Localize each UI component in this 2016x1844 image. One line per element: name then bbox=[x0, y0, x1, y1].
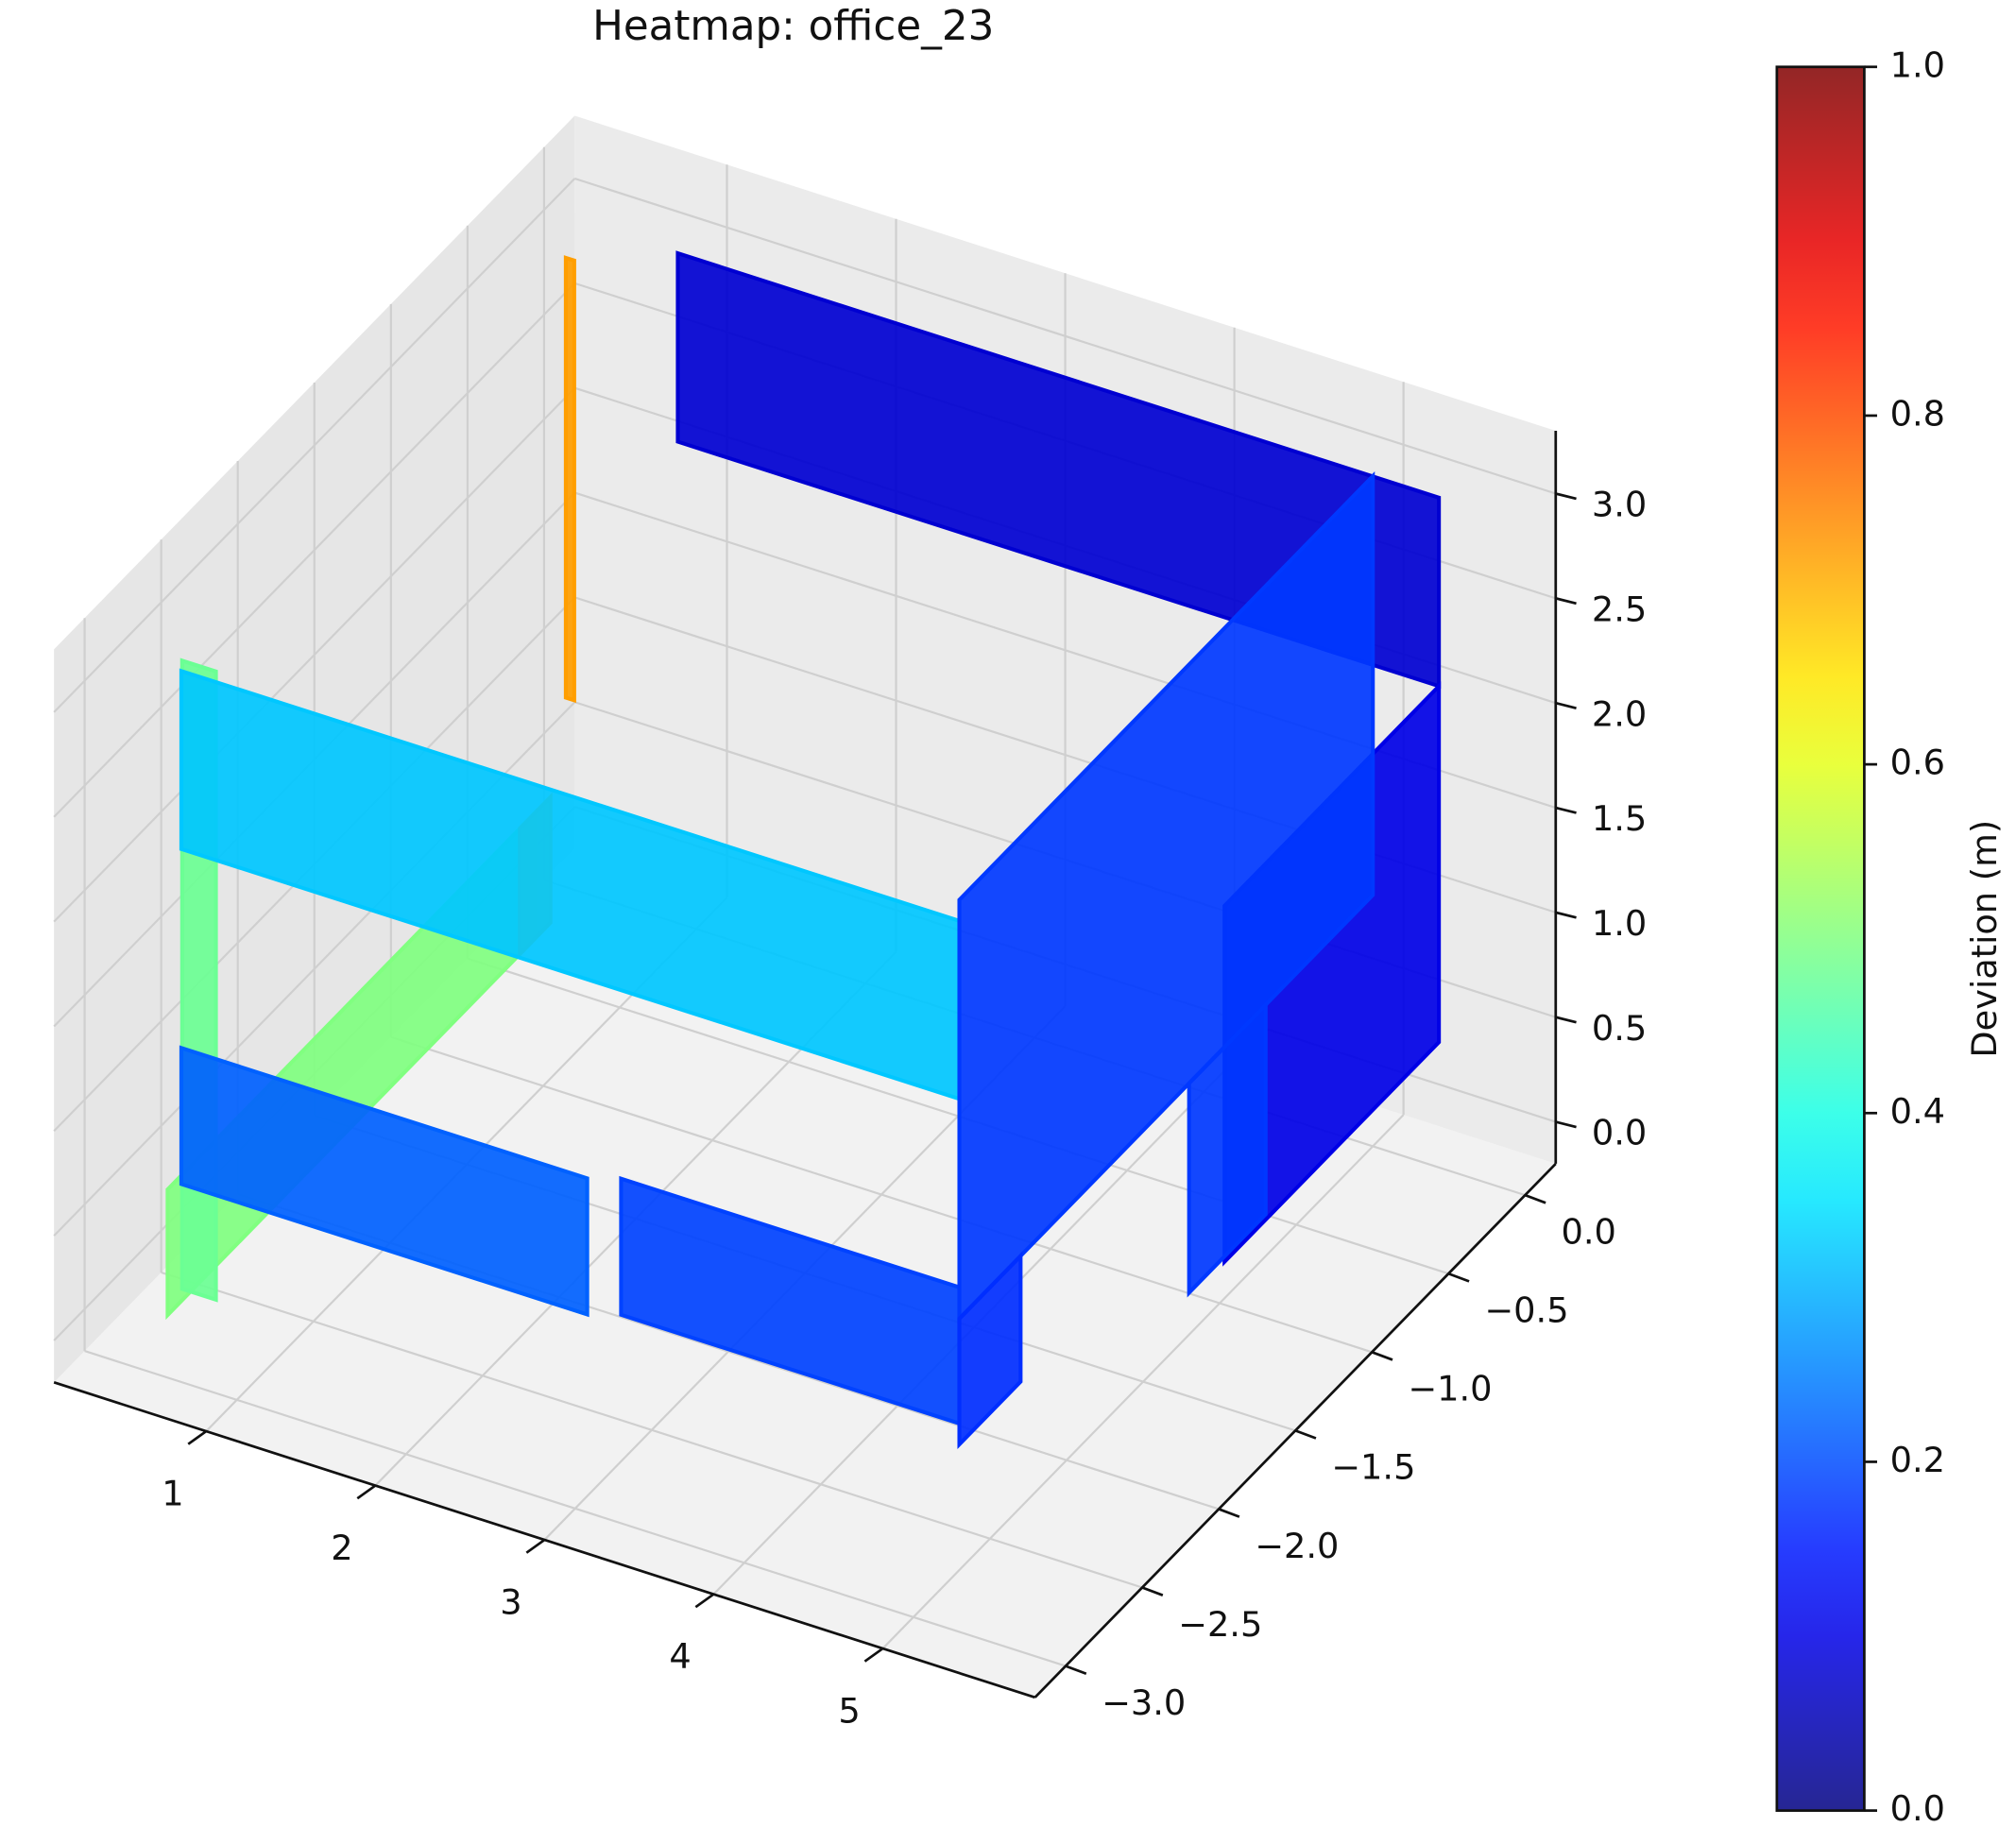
z-tick bbox=[1555, 911, 1577, 919]
y-tick bbox=[1371, 1351, 1393, 1361]
colorbar-label: Deviation (m) bbox=[1964, 820, 2005, 1058]
x-tick bbox=[863, 1647, 884, 1663]
z-tick-label: 3.0 bbox=[1592, 485, 1647, 525]
grid-line bbox=[161, 1271, 1143, 1589]
x-tick bbox=[187, 1429, 208, 1445]
x-tick-label: 2 bbox=[331, 1528, 352, 1568]
grid-line bbox=[390, 1035, 1373, 1354]
y-tick-label: −1.0 bbox=[1408, 1369, 1492, 1409]
point-surface bbox=[1187, 999, 1268, 1298]
colorbar-tick-label: 0.8 bbox=[1890, 393, 1945, 434]
x-tick-label: 5 bbox=[838, 1691, 860, 1732]
colorbar-tick-label: 0.0 bbox=[1890, 1788, 1945, 1829]
y-tick-label: −2.5 bbox=[1178, 1604, 1262, 1645]
x-tick bbox=[356, 1484, 377, 1500]
point-surface bbox=[957, 1251, 1023, 1449]
y-tick bbox=[1447, 1272, 1470, 1283]
x-tick-label: 1 bbox=[162, 1474, 183, 1514]
y-tick bbox=[1294, 1429, 1317, 1440]
point-surface bbox=[957, 470, 1375, 1323]
axes: 1 2 3 4 5 0.0 −0.5 −1.0 −1.5 −2.0 −2.5 −3.0 0.0 0.5 1.… bbox=[53, 431, 1647, 1732]
z-tick bbox=[1555, 597, 1577, 606]
colorbar bbox=[1775, 65, 1866, 1812]
colorbar-tick-label: 0.6 bbox=[1890, 743, 1945, 783]
y-tick bbox=[1141, 1586, 1164, 1596]
z-tick bbox=[1555, 806, 1577, 814]
z-tick-label: 1.0 bbox=[1592, 903, 1647, 944]
z-tick-label: 1.5 bbox=[1592, 798, 1647, 839]
y-tick-label: 0.0 bbox=[1561, 1211, 1615, 1252]
y-tick bbox=[1524, 1193, 1546, 1204]
x-tick-label: 4 bbox=[669, 1636, 691, 1677]
y-tick-label: −3.0 bbox=[1102, 1682, 1186, 1723]
point-surface bbox=[563, 255, 576, 704]
colorbar-tick-label: 0.2 bbox=[1890, 1440, 1945, 1480]
y-tick-label: −1.5 bbox=[1331, 1447, 1415, 1488]
y-tick bbox=[1065, 1665, 1087, 1676]
z-tick bbox=[1555, 701, 1577, 709]
grid-line bbox=[84, 1350, 1067, 1667]
colorbar-tick-label: 0.4 bbox=[1890, 1091, 1945, 1132]
z-tick bbox=[1555, 492, 1577, 501]
point-surface bbox=[179, 1045, 589, 1318]
colorbar-tick-label: 1.0 bbox=[1890, 44, 1945, 85]
x-tick-label: 3 bbox=[500, 1582, 521, 1623]
z-tick-label: 2.0 bbox=[1592, 693, 1647, 734]
z-tick bbox=[1555, 1016, 1577, 1024]
z-tick-label: 0.5 bbox=[1592, 1008, 1647, 1049]
z-tick-label: 2.5 bbox=[1592, 589, 1647, 629]
y-tick bbox=[1218, 1508, 1240, 1518]
x-tick bbox=[694, 1593, 715, 1609]
z-tick bbox=[1555, 1120, 1577, 1129]
z-tick-label: 0.0 bbox=[1592, 1113, 1647, 1153]
grid-line bbox=[53, 282, 576, 818]
y-tick-label: −2.0 bbox=[1255, 1526, 1339, 1566]
grid-line bbox=[574, 177, 1557, 495]
x-tick bbox=[525, 1538, 546, 1554]
y-tick-label: −0.5 bbox=[1484, 1290, 1568, 1331]
axis-line bbox=[1034, 1162, 1557, 1699]
chart-title: Heatmap: office_23 bbox=[592, 3, 994, 50]
grid-line bbox=[53, 386, 576, 923]
grid-line bbox=[53, 178, 576, 713]
axis-line bbox=[53, 1381, 1035, 1699]
point-cloud bbox=[165, 250, 1442, 1449]
